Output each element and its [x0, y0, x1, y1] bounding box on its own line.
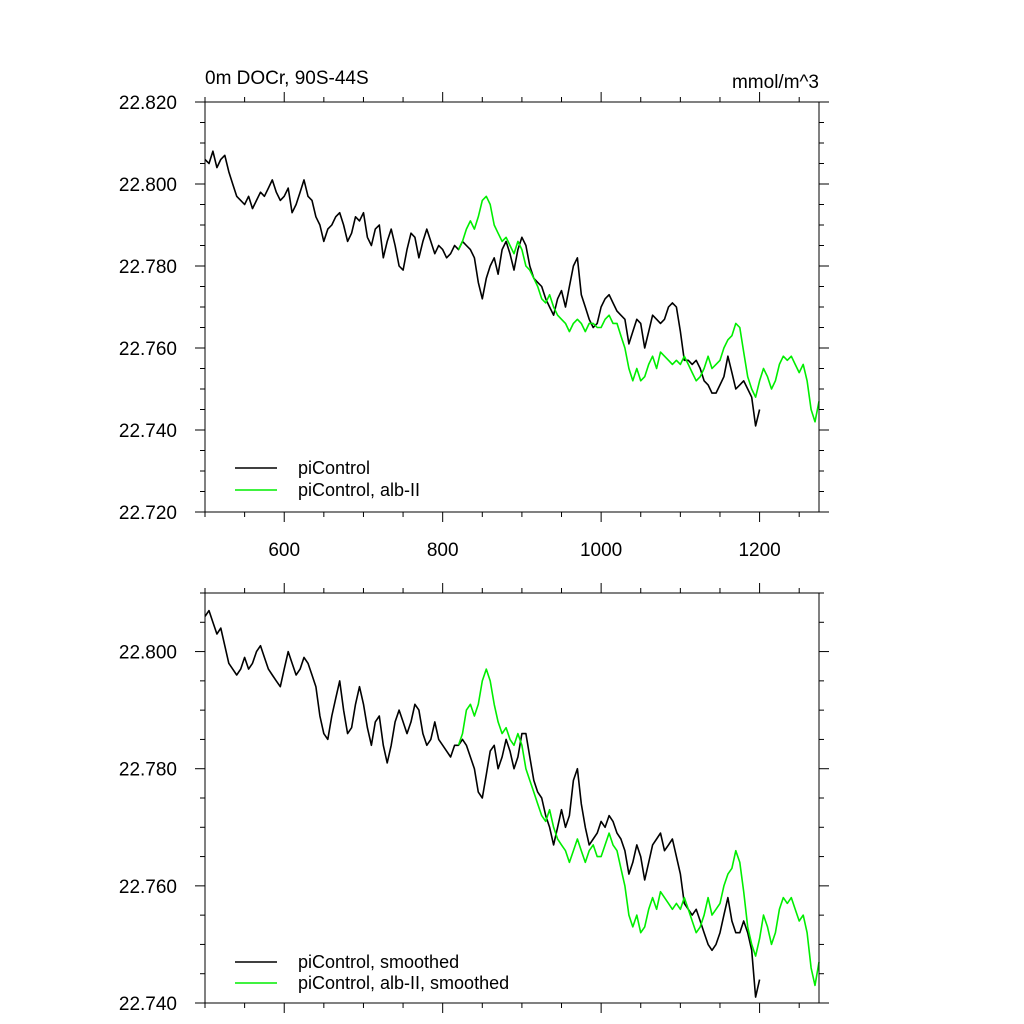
y-tick-label: 22.820 [119, 93, 177, 114]
units-label: mmol/m^3 [732, 72, 819, 93]
x-tick-label: 800 [427, 540, 459, 561]
y-tick-label: 22.740 [119, 421, 177, 442]
legend-label: piControl, alb-II, smoothed [298, 973, 509, 993]
y-tick-label: 22.740 [119, 994, 177, 1015]
y-tick-label: 22.720 [119, 503, 177, 524]
y-tick-label: 22.800 [119, 175, 177, 196]
y-tick-label: 22.800 [119, 643, 177, 664]
y-tick-label: 22.780 [119, 760, 177, 781]
x-tick-label: 1000 [580, 540, 622, 561]
legend-label: piControl, alb-II [298, 480, 420, 500]
y-tick-label: 22.760 [119, 877, 177, 898]
top-panel: 0m DOCr, 90S-44S mmol/m^3 600 800 1000 1200… [119, 68, 829, 561]
series-line-picontrol [204, 609, 761, 998]
series-line-picontrol-alb-ii [457, 195, 820, 423]
bottom-panel: 22.740 22.760 22.780 22.800 piControl, smoo… [119, 583, 829, 1015]
y-tick-label: 22.760 [119, 339, 177, 360]
series-line-picontrol-alb-ii [457, 668, 820, 987]
legend-label: piControl, smoothed [298, 952, 459, 972]
series-line-picontrol [204, 150, 761, 427]
x-tick-label: 600 [268, 540, 300, 561]
chart-title: 0m DOCr, 90S-44S [205, 68, 369, 89]
y-tick-label: 22.780 [119, 257, 177, 278]
x-tick-label: 1200 [738, 540, 780, 561]
legend-label: piControl [298, 458, 370, 478]
